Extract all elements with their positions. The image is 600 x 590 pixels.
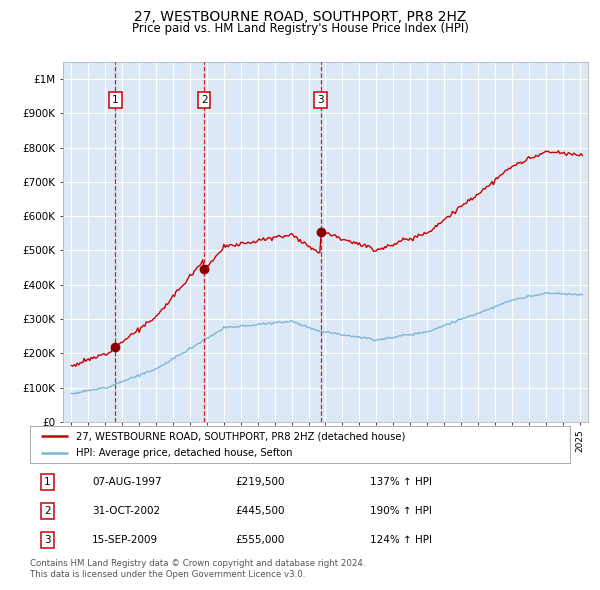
Text: 15-SEP-2009: 15-SEP-2009 [92,535,158,545]
Text: £555,000: £555,000 [235,535,284,545]
Text: 3: 3 [44,535,50,545]
Text: 124% ↑ HPI: 124% ↑ HPI [370,535,432,545]
Text: 31-OCT-2002: 31-OCT-2002 [92,506,160,516]
Text: 3: 3 [317,95,324,105]
Text: 137% ↑ HPI: 137% ↑ HPI [370,477,432,487]
Text: 2: 2 [44,506,50,516]
Text: 190% ↑ HPI: 190% ↑ HPI [370,506,432,516]
Text: £219,500: £219,500 [235,477,285,487]
Text: 27, WESTBOURNE ROAD, SOUTHPORT, PR8 2HZ (detached house): 27, WESTBOURNE ROAD, SOUTHPORT, PR8 2HZ … [76,431,405,441]
Text: Price paid vs. HM Land Registry's House Price Index (HPI): Price paid vs. HM Land Registry's House … [131,22,469,35]
Text: 2: 2 [201,95,208,105]
Text: 1: 1 [112,95,119,105]
Text: HPI: Average price, detached house, Sefton: HPI: Average price, detached house, Seft… [76,448,292,458]
Text: 1: 1 [44,477,50,487]
Text: 07-AUG-1997: 07-AUG-1997 [92,477,162,487]
Text: Contains HM Land Registry data © Crown copyright and database right 2024.
This d: Contains HM Land Registry data © Crown c… [30,559,365,579]
Text: 27, WESTBOURNE ROAD, SOUTHPORT, PR8 2HZ: 27, WESTBOURNE ROAD, SOUTHPORT, PR8 2HZ [134,10,466,24]
Text: £445,500: £445,500 [235,506,285,516]
